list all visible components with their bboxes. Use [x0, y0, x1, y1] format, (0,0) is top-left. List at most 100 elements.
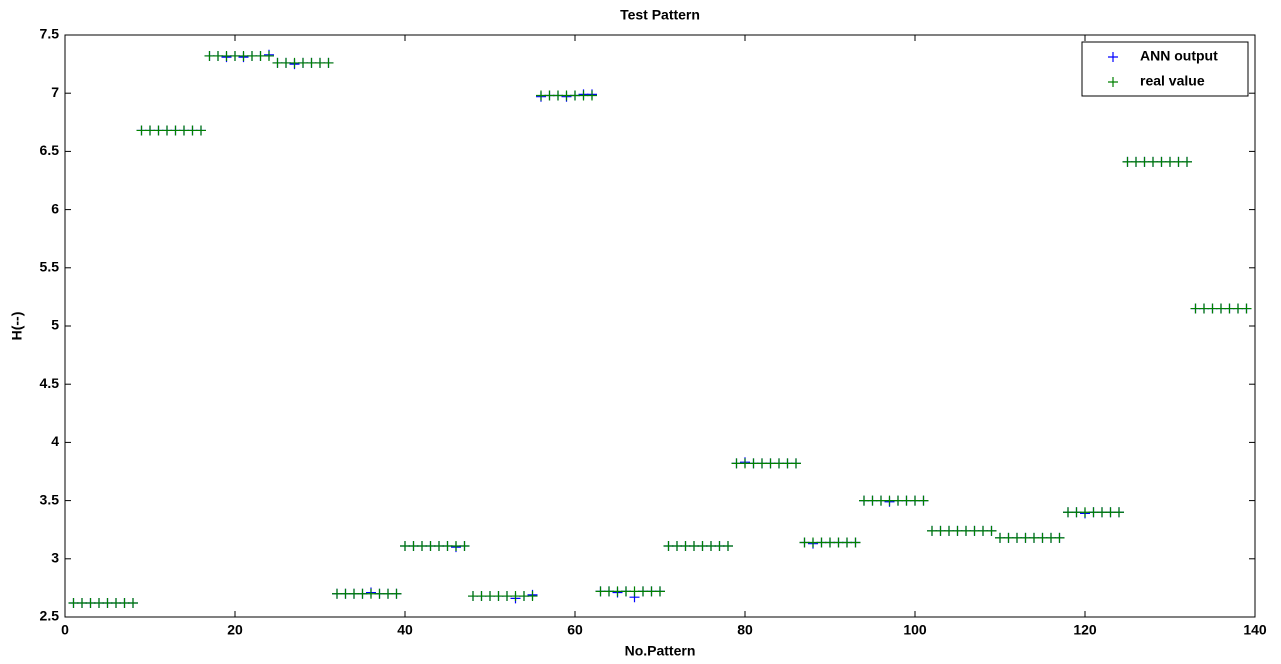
point	[553, 90, 563, 101]
y-axis-label: H(--)	[9, 312, 25, 341]
point	[221, 50, 232, 61]
point	[519, 591, 529, 602]
point	[357, 588, 368, 599]
point	[697, 540, 708, 551]
point	[196, 125, 206, 136]
point	[816, 537, 827, 548]
x-axis-label: No.Pattern	[625, 643, 696, 659]
point	[1233, 303, 1243, 314]
point	[77, 598, 87, 609]
point	[1182, 156, 1192, 167]
x-tick-label: 0	[61, 622, 69, 638]
point	[213, 50, 223, 61]
point	[1012, 532, 1022, 543]
point	[128, 598, 138, 609]
point	[1224, 303, 1235, 314]
point	[247, 50, 257, 61]
point	[1241, 303, 1252, 314]
point	[604, 586, 614, 597]
point	[1097, 507, 1107, 518]
point	[1131, 156, 1141, 167]
point	[1046, 532, 1056, 543]
point	[884, 495, 895, 506]
point	[1216, 303, 1226, 314]
point	[646, 586, 657, 597]
point	[672, 540, 682, 551]
y-tick-label: 4.5	[40, 375, 60, 391]
point	[689, 540, 699, 551]
point	[570, 90, 580, 101]
point	[1037, 532, 1048, 543]
point	[757, 458, 767, 469]
point	[1105, 507, 1116, 518]
x-tick-label: 60	[567, 622, 583, 638]
y-tick-label: 7	[51, 84, 59, 100]
point	[986, 525, 997, 536]
point	[179, 125, 189, 136]
point	[1199, 303, 1209, 314]
point	[230, 50, 240, 61]
point	[1029, 532, 1039, 543]
point	[1003, 532, 1014, 543]
x-tick-label: 100	[903, 622, 927, 638]
point	[765, 458, 776, 469]
point	[468, 591, 478, 602]
point	[587, 90, 597, 101]
point	[85, 598, 96, 609]
point	[893, 495, 903, 506]
point	[791, 458, 801, 469]
y-tick-label: 6	[51, 200, 59, 216]
point	[850, 537, 861, 548]
point	[204, 50, 215, 61]
point	[621, 586, 631, 597]
y-tick-label: 2.5	[40, 608, 60, 624]
point	[459, 540, 470, 551]
point	[833, 537, 844, 548]
point	[1156, 156, 1167, 167]
point	[400, 540, 410, 551]
point	[255, 50, 266, 61]
point	[340, 588, 351, 599]
point	[383, 588, 393, 599]
point	[272, 57, 283, 68]
point	[1020, 532, 1031, 543]
point	[961, 525, 971, 536]
point	[731, 458, 742, 469]
chart-title: Test Pattern	[620, 7, 700, 23]
point	[876, 495, 886, 506]
point	[187, 125, 198, 136]
point	[1071, 507, 1082, 518]
y-tick-label: 3.5	[40, 491, 60, 507]
point	[1088, 507, 1099, 518]
point	[68, 598, 79, 609]
point	[1173, 156, 1184, 167]
point	[1054, 532, 1065, 543]
point	[170, 125, 181, 136]
point	[1148, 156, 1158, 167]
point	[349, 588, 359, 599]
point	[374, 588, 385, 599]
point	[281, 57, 291, 68]
point	[561, 90, 572, 101]
point	[944, 525, 954, 536]
point	[527, 591, 538, 602]
point	[901, 495, 912, 506]
point	[723, 540, 733, 551]
legend-label: real value	[1140, 73, 1205, 89]
point	[425, 540, 436, 551]
point	[408, 540, 419, 551]
point	[111, 598, 121, 609]
point	[536, 90, 546, 101]
point	[867, 495, 878, 506]
point	[332, 588, 342, 599]
point	[264, 50, 274, 61]
x-tick-label: 20	[227, 622, 243, 638]
point	[145, 125, 155, 136]
point	[808, 537, 818, 548]
point	[825, 537, 835, 548]
point	[1122, 156, 1133, 167]
point	[629, 586, 640, 597]
point	[612, 586, 623, 597]
point	[1114, 507, 1124, 518]
